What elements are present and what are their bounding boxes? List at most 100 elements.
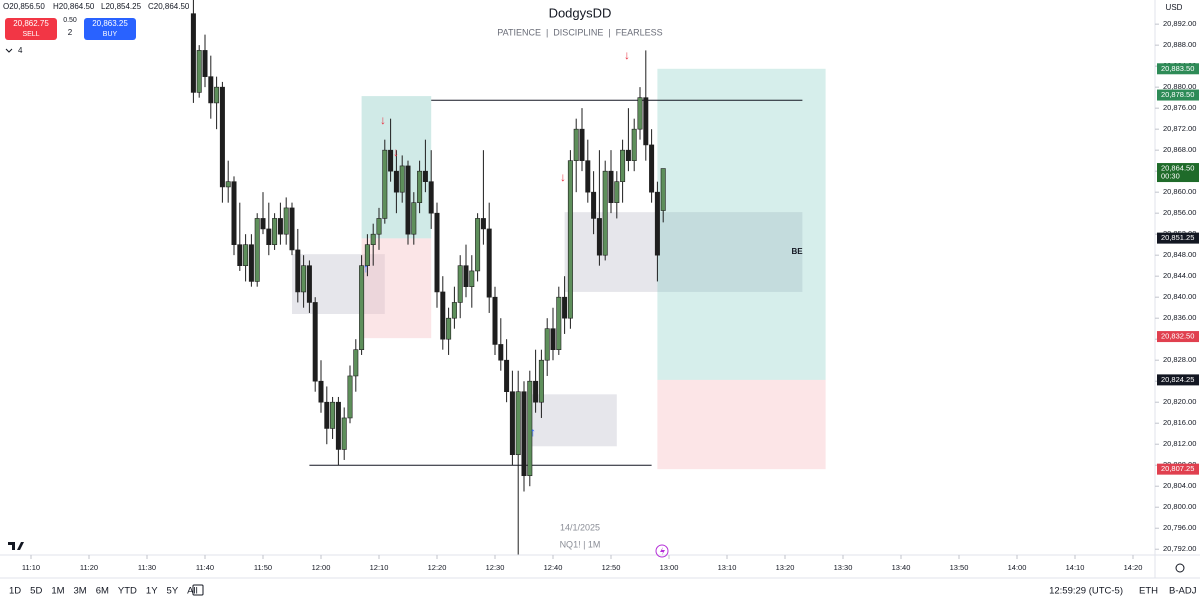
y-tick-label: 20,856.00 (1163, 208, 1196, 217)
candle-body (359, 265, 365, 350)
x-tick-label: 14:20 (1124, 563, 1143, 572)
candle-body (237, 244, 243, 266)
candle-body (295, 249, 301, 293)
adjust-toggle[interactable]: B-ADJ (1169, 586, 1197, 597)
y-tick-label: 20,800.00 (1163, 502, 1196, 511)
candle-body (498, 344, 504, 361)
ohlc-header: O20,856.50 H20,864.50 L20,854.25 C20,864… (3, 2, 190, 11)
buy-button[interactable] (84, 18, 136, 40)
y-tick-label: 20,872.00 (1163, 124, 1196, 133)
arrow-up: ↑ (363, 261, 369, 275)
y-tick-label: 20,792.00 (1163, 544, 1196, 553)
sell-button[interactable] (5, 18, 57, 40)
range-button[interactable]: All (187, 586, 198, 597)
range-button[interactable]: YTD (118, 586, 137, 597)
price-label: 20,864.50 (1161, 164, 1194, 173)
plot (190, 0, 666, 555)
zone (657, 379, 826, 470)
x-tick-label: 13:10 (718, 563, 737, 572)
candle-body (440, 291, 446, 340)
x-tick-label: 13:50 (950, 563, 969, 572)
candle-body (260, 218, 266, 230)
candle-body (602, 170, 608, 256)
candle-body (266, 228, 272, 245)
candle-body (457, 265, 463, 303)
candle-body (417, 170, 423, 203)
candle-body (289, 207, 295, 251)
candle-body (451, 302, 457, 319)
x-tick-label: 11:50 (254, 563, 272, 572)
x-tick-label: 11:30 (138, 563, 156, 572)
sell-price: 20,862.75 (13, 19, 49, 28)
price-label: 20,878.50 (1161, 90, 1194, 99)
candle-body (248, 244, 254, 282)
candle-body (533, 380, 539, 403)
clock: 12:59:29 (UTC-5) (1049, 586, 1123, 597)
watermark-symbol: NQ1! | 1M (560, 539, 601, 549)
x-tick-label: 13:40 (892, 563, 911, 572)
candle-body (591, 191, 597, 219)
arrow-down: ↓ (380, 113, 386, 127)
calendar-icon[interactable] (192, 584, 204, 596)
candle-body (301, 265, 307, 293)
spread: 0.50 (63, 17, 77, 24)
x-tick-label: 12:20 (428, 563, 447, 572)
logo[interactable] (8, 542, 24, 550)
candle-body (341, 417, 347, 450)
range-button[interactable]: 1D (9, 586, 21, 597)
signals: ↓ ↓ ↓ ↓ ↑ ↑ (363, 48, 630, 439)
candle-body (654, 191, 660, 256)
buy-price: 20,863.25 (92, 19, 128, 28)
candle-body (405, 165, 411, 235)
candle-body (573, 128, 579, 161)
indicators-toggle[interactable] (5, 48, 13, 53)
price-label: 20,883.50 (1161, 64, 1194, 73)
range-button[interactable]: 5Y (167, 586, 179, 597)
candle-body (225, 181, 231, 188)
candle-body (306, 265, 312, 303)
candle-body (562, 296, 568, 319)
candle-body (382, 149, 388, 219)
price-label-box (1157, 63, 1199, 75)
x-tick-label: 14:00 (1008, 563, 1027, 572)
candle-body (434, 212, 440, 293)
range-button[interactable]: 1Y (146, 586, 158, 597)
ohlc-close: C20,864.50 (148, 2, 190, 11)
candle-body (353, 349, 359, 377)
settings-icon[interactable] (1175, 563, 1185, 573)
ohlc-open: O20,856.50 (3, 2, 45, 11)
range-button[interactable]: 3M (74, 586, 87, 597)
candle-body (214, 86, 220, 104)
quantity[interactable]: 2 (68, 28, 73, 37)
candle-body (318, 380, 324, 403)
candle-body (596, 218, 602, 256)
price-label: 20,832.50 (1161, 332, 1194, 341)
candle-body (480, 218, 486, 230)
zones (292, 68, 826, 470)
candle-body (272, 218, 278, 245)
x-tick-label: 13:30 (834, 563, 853, 572)
session-toggle[interactable]: ETH (1139, 586, 1158, 597)
currency[interactable]: USD (1166, 3, 1183, 12)
x-tick-label: 12:40 (544, 563, 563, 572)
candle-body (469, 270, 475, 287)
event-icon[interactable] (655, 544, 669, 558)
y-tick-label: 20,892.00 (1163, 19, 1196, 28)
candle-body (579, 128, 585, 161)
axes: 20,892.0020,888.0020,884.0020,880.0020,8… (22, 19, 1199, 572)
candle-body (608, 170, 614, 203)
range-button[interactable]: 6M (96, 586, 109, 597)
price-label: 20,851.25 (1161, 233, 1194, 242)
candle-body (463, 265, 469, 287)
candle-body (324, 401, 330, 429)
candle-body (347, 375, 353, 419)
range-button[interactable]: 5D (30, 586, 42, 597)
range-button[interactable]: 1M (51, 586, 64, 597)
candle-body (492, 296, 498, 345)
price-label-box (1157, 163, 1199, 183)
ohlc-low: L20,854.25 (101, 2, 142, 11)
candle-body (208, 76, 214, 104)
candle-body (567, 160, 573, 319)
candle-body (399, 165, 405, 193)
chart-title: DodgysDD (549, 5, 612, 20)
